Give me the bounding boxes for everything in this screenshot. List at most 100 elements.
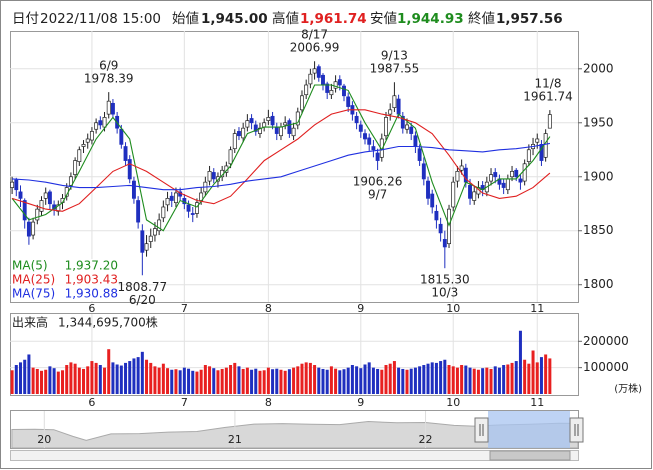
candle-body [291, 127, 296, 137]
annotation-date: 6/20 [129, 293, 156, 307]
volume-bar [82, 368, 86, 394]
y-tick-label: 2000 [583, 61, 614, 75]
candle-body [73, 160, 78, 175]
volume-bar [493, 366, 497, 394]
navigator-handle[interactable] [569, 417, 584, 443]
volume-bar [418, 366, 422, 394]
candle-body [274, 126, 279, 134]
candle-body [106, 100, 111, 115]
volume-bar [497, 367, 501, 394]
close-value: 1,957.56 [496, 11, 563, 27]
volume-bar [304, 362, 308, 394]
volume-bar [73, 363, 77, 394]
candle-body [131, 180, 136, 199]
candle-body [329, 90, 334, 96]
volume-bar [224, 367, 228, 394]
candle-body [413, 135, 418, 147]
volume-bar [371, 367, 375, 394]
candle-body [253, 124, 258, 132]
legend-name: MA(75) [12, 287, 55, 301]
volume-bar [388, 363, 392, 394]
candle-body [148, 235, 153, 242]
price-panel [10, 31, 579, 303]
volume-bar [355, 366, 359, 394]
volume-bar [468, 367, 472, 394]
volume-bar [506, 364, 510, 394]
candle-body [400, 115, 405, 129]
volume-bar [262, 370, 266, 394]
y-tick-label: 1950 [583, 115, 614, 129]
volume-bar [56, 371, 60, 394]
annotation-value: 2006.99 [290, 41, 340, 55]
volume-bar [187, 368, 191, 394]
x-tick-label: 6 [88, 302, 95, 315]
candle-body [543, 133, 548, 158]
volume-bar [254, 368, 258, 394]
volume-bar [313, 365, 317, 394]
candle-body [216, 176, 220, 182]
navigator-handle[interactable] [474, 417, 489, 443]
x-tick-label: 8 [265, 302, 272, 315]
candle-body [501, 182, 506, 188]
candle-body [228, 149, 233, 165]
ma-line [12, 142, 550, 191]
volume-bar [65, 365, 69, 394]
volume-bar [346, 367, 350, 394]
volume-bar [174, 369, 178, 394]
volume-bar [220, 368, 224, 394]
candle-body [287, 120, 292, 134]
volume-bar [31, 367, 35, 394]
high-value: 1,961.74 [300, 11, 367, 27]
candle-body [144, 243, 149, 251]
volume-bar [40, 370, 44, 394]
volume-bar [397, 367, 401, 394]
candle-body [270, 115, 275, 126]
x-tick-label: 10 [446, 396, 460, 409]
x-tick-label: 9 [357, 396, 364, 409]
volume-bar [292, 367, 296, 394]
volume-bar [69, 362, 73, 394]
datetime: 2022/11/08 15:00 [40, 11, 161, 27]
volume-bar [195, 371, 199, 394]
volume-bar [451, 366, 455, 394]
candle-body [426, 180, 430, 199]
volume-bar [275, 368, 279, 394]
volume-bar [191, 370, 195, 394]
candle-body [211, 172, 216, 180]
candle-body [85, 138, 90, 143]
volume-bar [544, 354, 548, 394]
volume-bar [23, 359, 27, 394]
volume-bar [409, 368, 413, 394]
volume-bar [329, 366, 333, 394]
candle-body [430, 193, 435, 208]
y-tick-label: 1800 [583, 277, 614, 291]
candle-body [417, 148, 422, 161]
volume-bar [94, 362, 98, 394]
low-value: 1,944.93 [397, 11, 464, 27]
candle-body [388, 109, 393, 115]
volume-bar [128, 361, 132, 394]
candle-body [186, 204, 191, 212]
volume-bar [367, 362, 371, 394]
candle-body [119, 128, 124, 145]
candle-body [140, 230, 145, 253]
ma-line [11, 109, 551, 212]
volume-bar [476, 369, 480, 394]
candle-body [245, 120, 250, 128]
volume-bar [334, 368, 338, 394]
volume-bar [308, 362, 312, 394]
x-tick-label: 6 [88, 396, 95, 409]
navigator-label: 20 [37, 433, 51, 446]
candle-body [81, 144, 86, 147]
scrollbar-thumb[interactable] [489, 450, 571, 461]
volume-bar [325, 369, 329, 394]
candle-body [152, 228, 157, 236]
volume-bar [48, 366, 52, 394]
volume-bar [245, 367, 249, 394]
legend-value: 1,937.20 [65, 259, 118, 273]
open-value: 1,945.00 [201, 11, 268, 27]
candle-body [127, 159, 132, 180]
volume-bar [539, 357, 543, 394]
low-label: 安値 [370, 11, 397, 27]
